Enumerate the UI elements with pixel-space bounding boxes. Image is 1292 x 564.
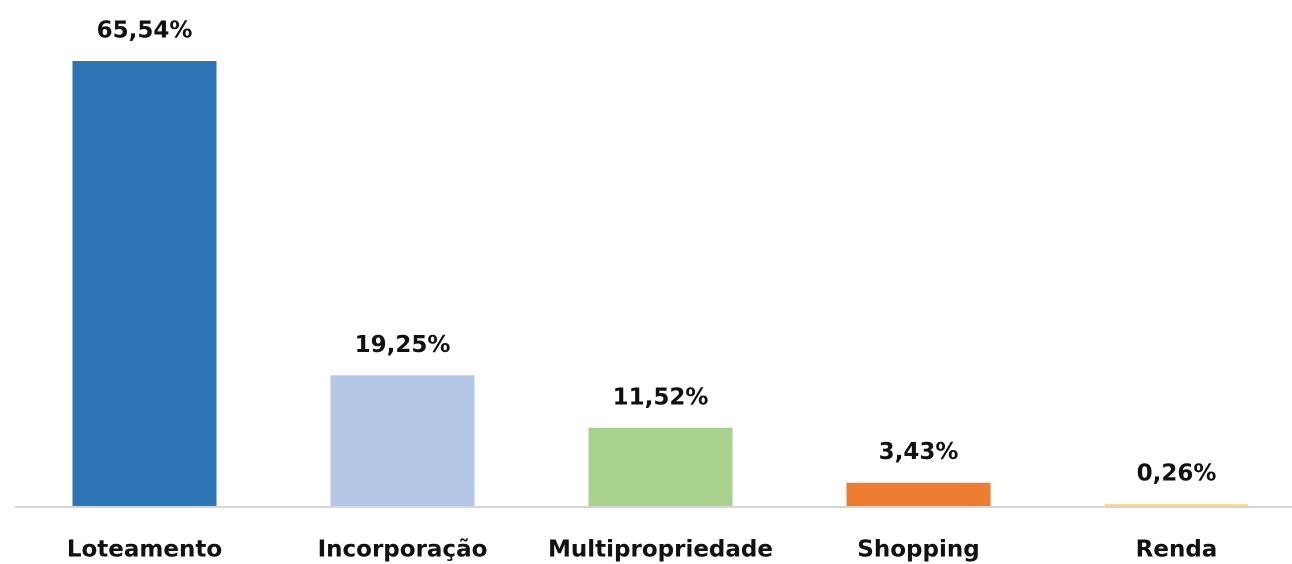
bar [330, 375, 475, 506]
value-label: 19,25% [355, 332, 451, 358]
value-label: 11,52% [613, 384, 709, 410]
bar [72, 61, 217, 506]
value-label: 3,43% [879, 439, 959, 465]
value-label: 0,26% [1137, 461, 1217, 487]
x-tick-label: Renda [1136, 537, 1218, 563]
x-tick-label: Shopping [857, 537, 979, 563]
x-tick-label: Loteamento [67, 537, 222, 563]
bar [846, 482, 991, 506]
x-tick-label: Incorporação [318, 537, 488, 563]
value-label: 65,54% [97, 18, 193, 44]
bar [588, 427, 733, 506]
x-tick-label: Multipropriedade [548, 537, 773, 563]
bar [1104, 504, 1249, 506]
